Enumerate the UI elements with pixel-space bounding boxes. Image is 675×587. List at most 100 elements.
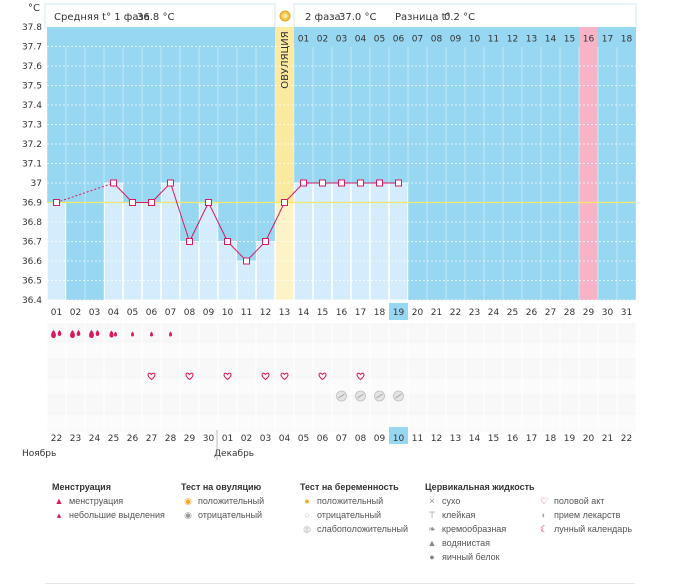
- post-ovulation-day: 16: [583, 35, 595, 45]
- cycle-day-label: 22: [450, 308, 461, 318]
- cycle-day-label: 06: [146, 308, 158, 318]
- y-unit-label: °C: [28, 3, 40, 14]
- temperature-point: [395, 179, 402, 187]
- post-ovulation-day: 11: [488, 35, 499, 45]
- calendar-date-label: 28: [165, 434, 177, 444]
- sun-negative-icon: ◉: [184, 510, 192, 520]
- cycle-day-label: 11: [241, 308, 252, 318]
- calendar-date-label: 18: [545, 434, 557, 444]
- temperature-point: [338, 179, 345, 187]
- heart-icon: [223, 372, 232, 381]
- temperature-point: [205, 199, 212, 206]
- cycle-day-label: 01: [51, 308, 62, 318]
- calendar-date-label: 21: [602, 434, 613, 444]
- y-tick-label: 37.2: [22, 140, 42, 150]
- temperature-segment: [208, 202, 228, 242]
- pregnancy-test-mark: [338, 393, 345, 399]
- cycle-day-label: 10: [222, 308, 234, 318]
- month-label: Ноябрь: [22, 449, 56, 459]
- calendar-date-label: 29: [184, 434, 196, 444]
- cycle-day-label: 16: [336, 308, 348, 318]
- y-tick-label: 37.5: [22, 82, 42, 92]
- y-tick-label: 36.4: [22, 296, 42, 306]
- y-tick-label: 36.6: [22, 257, 42, 267]
- menstruation-drop-icon: [57, 330, 62, 336]
- calendar-date-label: 06: [317, 434, 329, 444]
- y-tick-label: 37: [31, 179, 42, 189]
- test-positive-icon: ●: [304, 496, 310, 506]
- cycle-day-label: 08: [184, 308, 196, 318]
- drop-heavy-icon: ▲: [54, 496, 64, 506]
- menstruation-drop-icon: [113, 331, 118, 337]
- legend-medication: ◐ прием лекарств: [537, 510, 620, 520]
- y-tick-label: 36.8: [22, 218, 42, 228]
- calendar-date-label: 25: [108, 434, 119, 444]
- spotting-drop-icon: [149, 331, 154, 337]
- temperature-bar: [123, 202, 142, 301]
- calendar-date-label: 22: [51, 434, 62, 444]
- calendar-date-label: 14: [469, 434, 481, 444]
- y-tick-label: 36.9: [22, 199, 42, 209]
- y-tick-label: 37.4: [22, 101, 42, 111]
- heart-icon: [261, 372, 270, 381]
- legend-cervical-watery: ▲ водянистая: [425, 538, 490, 548]
- legend-ovulation-negative: ◉ отрицательный: [181, 510, 262, 521]
- calendar-date-label: 26: [127, 434, 139, 444]
- legend-ovulation-title: Тест на овуляцию: [181, 482, 262, 492]
- cycle-day-label: 20: [412, 308, 424, 318]
- y-tick-label: 37.7: [22, 43, 42, 53]
- phase2-value: 37.0 °C: [339, 12, 376, 23]
- calendar-date-label: 01: [222, 434, 233, 444]
- post-ovulation-day: 17: [602, 35, 613, 45]
- heart-icon: [185, 372, 194, 381]
- y-tick-label: 37.6: [22, 62, 42, 72]
- cycle-day-label: 31: [621, 308, 632, 318]
- cycle-day-label: 19: [393, 308, 405, 318]
- post-ovulation-day: 07: [412, 35, 423, 45]
- legend-cervical-title: Цервикальная жидкость: [425, 482, 535, 492]
- cycle-day-label: 30: [602, 308, 614, 318]
- spotting-drop-icon: [168, 331, 173, 337]
- phase1-box: [44, 3, 276, 29]
- today-date-marker: [389, 427, 408, 444]
- temperature-point: [357, 179, 364, 187]
- temperature-point: [243, 257, 250, 265]
- pregnancy-test-mark: [395, 393, 402, 399]
- temperature-point: [224, 238, 231, 245]
- post-ovulation-day: 13: [526, 35, 537, 45]
- legend-menstruation-item: ▲ менструация: [52, 496, 124, 506]
- symbol-row: [46, 413, 637, 432]
- y-tick-label: 37.8: [22, 23, 42, 33]
- temperature-point: [376, 179, 383, 187]
- bottom-divider: [45, 583, 635, 584]
- legend-ovulation-positive: ◉ положительный: [181, 496, 264, 507]
- temperature-point: [186, 238, 193, 245]
- top-days-strip: [294, 29, 636, 47]
- temperature-bar: [218, 241, 237, 301]
- calendar-date-label: 22: [621, 434, 632, 444]
- cycle-day-label: 05: [127, 308, 138, 318]
- post-ovulation-day: 05: [374, 35, 385, 45]
- calendar-date-label: 08: [355, 434, 367, 444]
- phase1-label: Средняя t° 1 фаза: [54, 12, 150, 23]
- post-ovulation-day: 01: [298, 35, 309, 45]
- cycle-day-label: 27: [545, 308, 556, 318]
- calendar-date-label: 16: [507, 434, 519, 444]
- post-ovulation-day: 09: [450, 35, 462, 45]
- y-tick-label: 37.1: [22, 160, 42, 170]
- drop-icon: ▲: [427, 538, 437, 548]
- cycle-day-label: 02: [70, 308, 81, 318]
- menstruation-drop-icon: [76, 330, 81, 336]
- moon-icon: ☾: [539, 524, 549, 534]
- heart-icon: [280, 372, 289, 381]
- bbt-chart: °C Средняя t° 1 фаза 36.8 °C 2 фаза 37.0…: [22, 3, 637, 460]
- post-ovulation-day: 14: [545, 35, 557, 45]
- symbol-row: [46, 359, 637, 378]
- temperature-bar: [275, 202, 294, 301]
- calendar-date-label: 10: [393, 434, 405, 444]
- temperature-segment: [189, 202, 209, 242]
- temperature-bar: [142, 202, 161, 301]
- calendar-date-label: 04: [279, 434, 291, 444]
- creamy-icon: ❧: [428, 524, 436, 534]
- test-weak-icon: ◍: [303, 524, 311, 534]
